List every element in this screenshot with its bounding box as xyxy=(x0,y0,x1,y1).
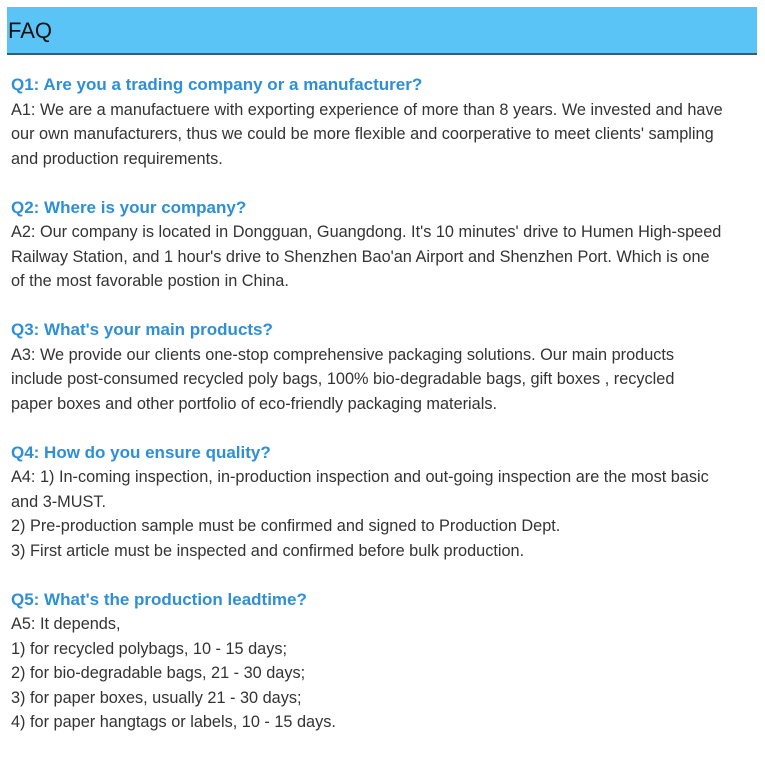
faq-answer-line: A5: It depends, xyxy=(11,615,121,633)
faq-item: Q4: How do you ensure quality? A4: 1) In-… xyxy=(11,441,756,564)
faq-answer-line: include post-consumed recycled poly bags… xyxy=(11,370,675,388)
faq-answer-line: 4) for paper hangtags or labels, 10 - 15… xyxy=(11,713,336,731)
faq-item: Q1: Are you a trading company or a manuf… xyxy=(11,73,756,171)
faq-question: Q3: What's your main products? xyxy=(11,320,273,339)
faq-answer-line: 3) for paper boxes, usually 21 - 30 days… xyxy=(11,688,302,707)
faq-list: Q1: Are you a trading company or a manuf… xyxy=(11,73,756,759)
faq-item: Q5: What's the production leadtime? A5: I… xyxy=(11,588,756,735)
faq-answer-line: our own manufacturers, thus we could be … xyxy=(11,125,714,143)
faq-question: Q2: Where is your company? xyxy=(11,197,247,217)
faq-answer-line: 3) First article must be inspected and c… xyxy=(11,541,525,560)
faq-question: Q4: How do you ensure quality? xyxy=(11,442,271,462)
faq-answer-line: and 3-MUST. xyxy=(11,492,107,511)
faq-answer-line: 1) for recycled polybags, 10 - 15 days; xyxy=(11,639,288,658)
faq-answer-line: 2) for bio-degradable bags, 21 - 30 days… xyxy=(11,664,306,682)
faq-answer-line: A4: 1) In-coming inspection, in-producti… xyxy=(11,468,709,486)
faq-answer-line: paper boxes and other portfolio of eco-f… xyxy=(11,394,498,413)
faq-answer-line: Railway Station, and 1 hour's drive to S… xyxy=(11,247,710,266)
faq-question: Q1: Are you a trading company or a manuf… xyxy=(11,75,423,94)
faq-answer-line: and production requirements. xyxy=(11,149,223,168)
faq-answer-line: of the most favorable postion in China. xyxy=(11,272,289,290)
faq-question: Q5: What's the production leadtime? xyxy=(11,589,307,609)
faq-answer-line: 2) Pre-production sample must be confirm… xyxy=(11,517,561,535)
faq-answer-line: A1: We are a manufactuere with exporting… xyxy=(11,100,723,119)
page-title: FAQ xyxy=(8,18,53,43)
faq-item: Q2: Where is your company? A2: Our compan… xyxy=(11,196,756,294)
faq-item: Q3: What's your main products? A3: We pro… xyxy=(11,318,756,416)
faq-answer-line: A3: We provide our clients one-stop comp… xyxy=(11,345,675,364)
faq-answer-line: A2: Our company is located in Dongguan, … xyxy=(11,223,722,241)
faq-header: FAQ xyxy=(7,7,757,55)
